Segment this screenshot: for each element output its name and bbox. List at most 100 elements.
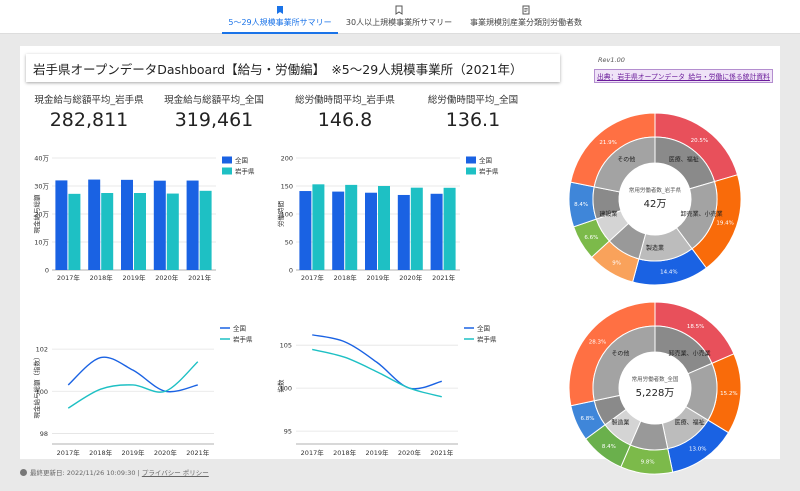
kpi-label: 現金給与総額平均_岩手県 bbox=[34, 95, 144, 106]
kpi-value: 319,461 bbox=[174, 109, 254, 131]
kpi-hours-iwate: 総労働時間平均_岩手県 146.8 bbox=[280, 92, 410, 131]
bar bbox=[186, 180, 199, 270]
tab-workers-by-industry[interactable]: 事業規模別産業分類別労働者数 bbox=[462, 0, 590, 34]
donut-center bbox=[620, 353, 690, 423]
series-line bbox=[312, 348, 442, 398]
legend-label: 岩手県 bbox=[479, 167, 499, 176]
y-tick-label: 102 bbox=[36, 346, 48, 354]
kpi-label: 現金給与総額平均_全国 bbox=[164, 95, 264, 106]
y-tick-label: 20万 bbox=[34, 211, 49, 219]
bar bbox=[345, 184, 358, 270]
slice-label: 6.8% bbox=[580, 416, 594, 422]
slice-label: 28.3% bbox=[589, 339, 606, 345]
inner-ring-label: 製造業 bbox=[646, 244, 664, 252]
tab-small-business-summary[interactable]: 5～29人規模事業所サマリー bbox=[222, 0, 338, 34]
inner-ring-slice bbox=[593, 136, 656, 193]
donut-center bbox=[620, 164, 690, 234]
inner-ring-label: 医療、福祉 bbox=[675, 419, 705, 427]
inner-ring-label: 卸売業、小売業 bbox=[681, 210, 723, 218]
series-line bbox=[67, 361, 199, 409]
wage-bar-chart: 0 10万 20万 30万 40万 2017年 2018年 2019年 2020年 2021年 現金… bbox=[32, 155, 255, 283]
y-tick-label: 0 bbox=[45, 267, 49, 275]
y-tick-label: 50 bbox=[285, 239, 293, 247]
bar bbox=[121, 179, 133, 270]
x-tick-label: 2019年 bbox=[366, 273, 390, 282]
donut-title: 常用労働者数_全国 bbox=[632, 375, 679, 383]
x-tick-label: 2018年 bbox=[334, 273, 358, 282]
bar bbox=[365, 192, 377, 270]
bar bbox=[397, 194, 410, 270]
slice-label: 14.4% bbox=[660, 270, 677, 276]
tab-large-business-summary[interactable]: 30人以上規模事業所サマリー bbox=[340, 0, 458, 34]
y-tick-label: 30万 bbox=[34, 183, 49, 191]
x-tick-label: 2020年 bbox=[399, 273, 423, 282]
y-tick-label: 100 bbox=[36, 388, 48, 396]
y-tick-label: 105 bbox=[280, 342, 292, 350]
kpi-hours-national: 総労働時間平均_全国 136.1 bbox=[408, 92, 538, 131]
page-title: 岩手県オープンデータDashboard【給与・労働編】 ※5～29人規模事業所（… bbox=[26, 54, 560, 82]
slice-label: 18.5% bbox=[687, 324, 704, 330]
x-tick-label: 2017年 bbox=[57, 273, 81, 282]
bar bbox=[68, 193, 81, 270]
x-tick-label: 2021年 bbox=[432, 273, 456, 282]
y-tick-label: 200 bbox=[281, 155, 293, 163]
y-tick-label: 98 bbox=[40, 430, 48, 438]
workers-iwate-donut-chart: 20.5% 19.4% 14.4% 9% 6.6% 8.4% 21.9% 常用労働者数_岩手県… bbox=[568, 112, 742, 286]
slice-label: 21.9% bbox=[599, 140, 616, 146]
privacy-policy-link[interactable]: プライバシー ポリシー bbox=[141, 469, 209, 477]
kpi-label: 総労働時間平均_岩手県 bbox=[295, 95, 395, 106]
inner-ring-slice bbox=[592, 325, 656, 402]
x-tick-label: 2021年 bbox=[430, 448, 454, 457]
legend-swatch bbox=[222, 167, 232, 175]
bar bbox=[153, 180, 166, 270]
y-axis-label: 現金給与総額 bbox=[32, 194, 41, 234]
y-tick-label: 95 bbox=[284, 428, 292, 436]
inner-ring-label: その他 bbox=[617, 155, 635, 163]
bar bbox=[134, 193, 146, 270]
legend-swatch bbox=[466, 156, 476, 164]
donut-center-value: 5,228万 bbox=[636, 388, 675, 399]
x-tick-label: 2020年 bbox=[398, 448, 422, 457]
x-tick-label: 2019年 bbox=[122, 273, 146, 282]
bar bbox=[55, 180, 68, 270]
y-tick-label: 40万 bbox=[34, 155, 49, 163]
x-tick-label: 2020年 bbox=[154, 448, 178, 457]
x-tick-label: 2018年 bbox=[90, 273, 114, 282]
x-tick-label: 2021年 bbox=[188, 273, 212, 282]
workers-national-donut-chart: 18.5% 15.2% 13.0% 9.8% 8.4% 6.8% 28.3% 常用労働者数_全… bbox=[568, 301, 742, 475]
legend-label: 全国 bbox=[235, 156, 248, 165]
wage-index-line-chart: 98 100 102 2017年 2018年 2019年 2020年 2021年 現金給与総額（… bbox=[32, 324, 253, 458]
series-line bbox=[312, 334, 442, 390]
source-link[interactable]: 出典：岩手県オープンデータ_給与・労働に係る統計資料 bbox=[594, 69, 773, 83]
bar bbox=[299, 191, 312, 270]
slice-label: 13.0% bbox=[689, 446, 706, 452]
x-tick-label: 2020年 bbox=[155, 273, 179, 282]
y-tick-label: 100 bbox=[280, 385, 292, 393]
y-tick-label: 100 bbox=[281, 211, 293, 219]
legend-label: 岩手県 bbox=[235, 167, 255, 176]
series-line bbox=[67, 356, 198, 393]
legend-label: 全国 bbox=[479, 156, 492, 165]
legend-swatch bbox=[466, 167, 476, 175]
y-tick-label: 150 bbox=[281, 183, 293, 191]
slice-label: 8.4% bbox=[602, 444, 616, 450]
kpi-value: 146.8 bbox=[317, 109, 373, 131]
x-tick-label: 2018年 bbox=[89, 448, 113, 457]
legend-swatch bbox=[222, 156, 232, 164]
revision-label: Rev1.00 bbox=[598, 56, 625, 64]
legend-label: 岩手県 bbox=[477, 335, 497, 344]
document-icon bbox=[522, 5, 530, 15]
x-tick-label: 2017年 bbox=[301, 448, 325, 457]
bar bbox=[430, 193, 443, 270]
bar bbox=[410, 187, 423, 270]
x-tick-label: 2019年 bbox=[365, 448, 389, 457]
bar bbox=[378, 186, 390, 270]
last-updated: 最終更新日: 2022/11/26 10:09:30 bbox=[30, 469, 136, 477]
bar bbox=[443, 187, 456, 270]
bar bbox=[332, 191, 345, 270]
inner-ring-label: 製造業 bbox=[611, 419, 629, 427]
inner-ring-label: 卸売業、小売業 bbox=[669, 349, 711, 357]
legend-label: 全国 bbox=[233, 324, 246, 333]
donut-center-value: 42万 bbox=[644, 199, 667, 210]
